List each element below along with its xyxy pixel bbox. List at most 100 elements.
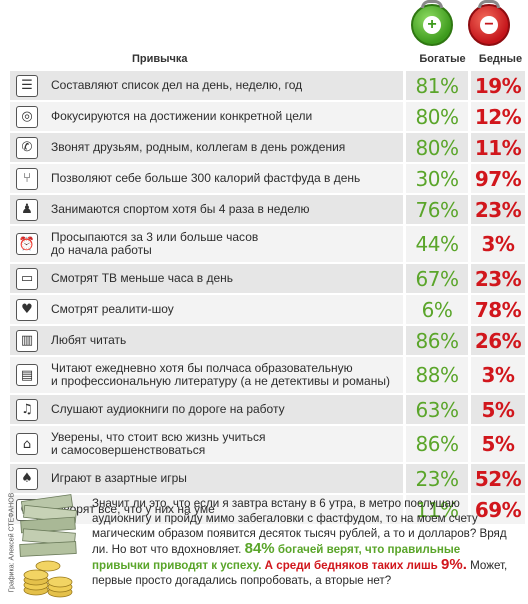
- habit-cell: ▭ Смотрят ТВ меньше часа в день: [10, 264, 403, 293]
- table-row: ☰ Составляют список дел на день, неделю, …: [10, 70, 525, 101]
- rich-cell: 11%: [406, 495, 468, 524]
- headphones-icon: ♫: [16, 398, 38, 421]
- habit-cell: ♠ Играют в азартные игры: [10, 464, 403, 493]
- rich-cell: 80%: [406, 102, 468, 131]
- rich-cell: 30%: [406, 164, 468, 193]
- rich-percent: 11%: [415, 497, 459, 522]
- table-row: ♠ Играют в азартные игры 23% 52%: [10, 463, 525, 494]
- habit-text: Уверены, что стоит всю жизнь учиться и са…: [51, 430, 266, 457]
- poor-cell: 52%: [471, 464, 525, 493]
- poor-percent: 69%: [474, 497, 522, 522]
- rich-percent: 23%: [415, 466, 459, 491]
- habit-text: Составляют список дел на день, неделю, г…: [51, 78, 303, 92]
- rich-percent: 76%: [415, 197, 459, 222]
- habit-cell: ✆ Звонят друзьям, родным, коллегам в день…: [10, 133, 403, 162]
- credit-text: Графика: Алексей СТЕФАНОВ: [8, 492, 16, 593]
- footer-rich-percent: 84%: [244, 540, 275, 557]
- poor-percent: 23%: [474, 266, 522, 291]
- habit-text: Смотрят ТВ меньше часа в день: [51, 271, 233, 285]
- habit-cell: ▤ Читают ежедневно хотя бы полчаса образо…: [10, 357, 403, 393]
- wallet-clasp: [421, 0, 443, 8]
- poor-percent: 52%: [474, 466, 522, 491]
- habit-cell: ♥ Смотрят реалити-шоу: [10, 295, 403, 324]
- habit-text: Говорят все, что у них на уме: [51, 502, 215, 516]
- footer-poor-percent: 9%.: [441, 556, 467, 573]
- spade-icon: ♠: [16, 467, 38, 490]
- credit: Графика: Алексей СТЕФАНОВ: [1, 487, 16, 604]
- rich-wallet-icon: +: [411, 0, 453, 46]
- rich-percent: 80%: [415, 135, 459, 160]
- habit-cell: ▥ Любят читать: [10, 326, 403, 355]
- graduation-cap-icon: ⌂: [16, 433, 38, 455]
- target-icon: ◎: [16, 105, 38, 128]
- habit-cell: ⌂ Уверены, что стоит всю жизнь учиться и с…: [10, 426, 403, 462]
- alarm-clock-icon: ⏰: [16, 233, 38, 255]
- footer-poor-text: А среди бедняков таких лишь: [264, 559, 438, 572]
- rich-cell: 63%: [406, 395, 468, 424]
- poor-cell: 12%: [471, 102, 525, 131]
- habit-text: Читают ежедневно хотя бы полчаса образов…: [51, 361, 390, 388]
- book-stack-icon: ▤: [16, 364, 38, 386]
- habit-text: Играют в азартные игры: [51, 471, 187, 485]
- poor-cell: 5%: [471, 426, 525, 462]
- rich-cell: 86%: [406, 326, 468, 355]
- habit-text: Смотрят реалити-шоу: [51, 302, 174, 316]
- habit-cell: ⑂ Позволяют себе больше 300 калорий фастф…: [10, 164, 403, 193]
- poor-cell: 3%: [471, 357, 525, 393]
- poor-percent: 11%: [474, 135, 522, 160]
- habits-table: ☰ Составляют список дел на день, неделю, …: [10, 70, 525, 525]
- poor-cell: 78%: [471, 295, 525, 324]
- poor-percent: 12%: [474, 104, 522, 129]
- footer-rich-text: богачей верят, что правильные привычки п…: [92, 543, 461, 572]
- table-row: ▥ Любят читать 86% 26%: [10, 325, 525, 356]
- habit-cell: ♟ Занимаются спортом хотя бы 4 раза в нед…: [10, 195, 403, 224]
- books-icon: ▥: [16, 329, 38, 352]
- habit-text: Позволяют себе больше 300 калорий фастфу…: [51, 171, 361, 185]
- rich-percent: 44%: [415, 232, 459, 256]
- rich-cell: 80%: [406, 133, 468, 162]
- poor-percent: 3%: [481, 363, 515, 387]
- rich-percent: 6%: [421, 297, 453, 322]
- rich-cell: 86%: [406, 426, 468, 462]
- table-row: ⑂ Позволяют себе больше 300 калорий фастф…: [10, 163, 525, 194]
- poor-percent: 5%: [481, 397, 515, 422]
- table-row: ♟ Занимаются спортом хотя бы 4 раза в нед…: [10, 194, 525, 225]
- poor-wallet-icon: −: [468, 0, 510, 46]
- poor-cell: 11%: [471, 133, 525, 162]
- poor-cell: 3%: [471, 226, 525, 262]
- tv-icon: ▭: [16, 267, 38, 290]
- fork-icon: ⑂: [16, 167, 38, 190]
- poor-cell: 26%: [471, 326, 525, 355]
- table-row: ⌂ Уверены, что стоит всю жизнь учиться и с…: [10, 425, 525, 463]
- header-poor: Бедные: [478, 53, 523, 65]
- header-habit: Привычка: [132, 53, 188, 65]
- habit-cell: ⏰ Просыпаются за 3 или больше часов до нач…: [10, 226, 403, 262]
- table-row: ▭ Смотрят ТВ меньше часа в день 67% 23%: [10, 263, 525, 294]
- list-icon: ☰: [16, 74, 38, 97]
- poor-percent: 78%: [474, 297, 522, 322]
- table-row: ♫ Слушают аудиокниги по дороге на работу 6…: [10, 394, 525, 425]
- rich-percent: 86%: [415, 432, 459, 456]
- habit-text: Слушают аудиокниги по дороге на работу: [51, 402, 285, 416]
- phone-icon: ✆: [16, 136, 38, 159]
- habit-text: Любят читать: [51, 333, 127, 347]
- habit-text: Звонят друзьям, родным, коллегам в день …: [51, 140, 346, 154]
- footer-paragraph: Значит ли это, что если я завтра встану …: [92, 496, 517, 588]
- rich-cell: 76%: [406, 195, 468, 224]
- habit-text: Занимаются спортом хотя бы 4 раза в неде…: [51, 202, 310, 216]
- rich-cell: 88%: [406, 357, 468, 393]
- poor-cell: 19%: [471, 71, 525, 100]
- rich-percent: 81%: [415, 73, 459, 98]
- coins: [23, 560, 73, 598]
- footer-intro: Значит ли это, что если я завтра встану …: [92, 497, 507, 556]
- rich-cell: 44%: [406, 226, 468, 262]
- rich-cell: 67%: [406, 264, 468, 293]
- table-row: ▤ Читают ежедневно хотя бы полчаса образо…: [10, 356, 525, 394]
- table-row: ♥ Смотрят реалити-шоу 6% 78%: [10, 294, 525, 325]
- money-stack-icon: [19, 494, 77, 598]
- header-rich: Богатые: [419, 53, 466, 65]
- rich-percent: 67%: [415, 266, 459, 291]
- habit-text: Просыпаются за 3 или больше часов до нача…: [51, 230, 259, 257]
- rich-percent: 30%: [415, 166, 459, 191]
